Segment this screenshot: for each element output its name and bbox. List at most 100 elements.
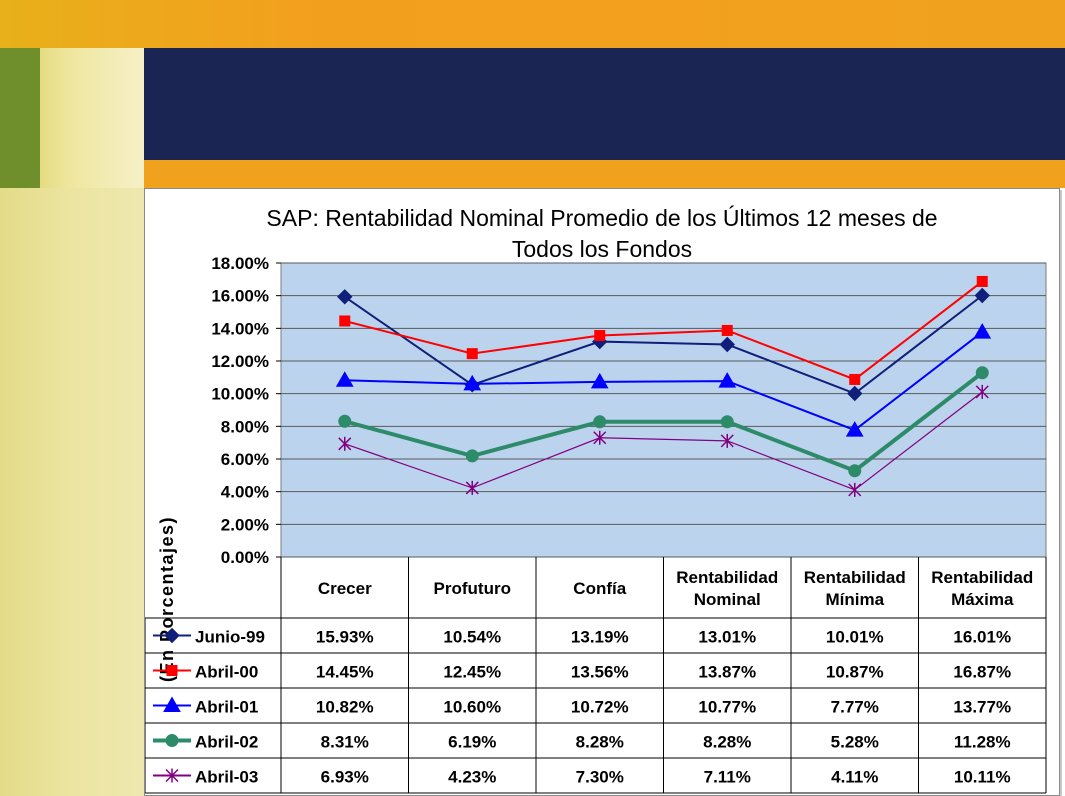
data-label: 11.28% — [954, 733, 1011, 752]
data-label: 12.45% — [443, 663, 501, 682]
y-tick-label: 2.00% — [221, 515, 269, 534]
data-label: 10.87% — [826, 663, 884, 682]
chart-title-line-2: Todos los Fondos — [512, 236, 692, 262]
data-label: 6.93% — [321, 768, 369, 787]
data-point-marker — [338, 414, 352, 428]
series-abril-00 — [339, 275, 988, 385]
data-point-marker — [721, 324, 733, 336]
data-point-marker — [166, 665, 178, 676]
chart-svg: SAP: Rentabilidad Nominal Promedio de lo… — [145, 205, 1047, 794]
data-label: 14.45% — [316, 663, 374, 682]
legend-key — [153, 768, 191, 783]
data-point-marker — [848, 464, 862, 478]
series-abril-03 — [338, 384, 989, 497]
data-point-marker — [338, 436, 352, 451]
data-point-marker — [164, 627, 180, 644]
data-label: 7.11% — [704, 768, 751, 787]
data-label: 10.54% — [443, 628, 501, 647]
x-category-label: Rentabilidad Máxima — [931, 568, 1033, 609]
data-table: Crecer Profuturo Confía Rentabilidad Nominal… — [145, 557, 1047, 794]
data-label: 7.77% — [831, 698, 879, 717]
data-point-marker — [465, 449, 479, 463]
x-category-label: Crecer — [318, 579, 372, 598]
y-tick-label: 16.00% — [211, 287, 269, 306]
y-axis-title: (En Porcentajes) — [157, 516, 177, 682]
data-label: 13.77% — [953, 698, 1011, 717]
x-category-label: Rentabilidad Mínima — [804, 568, 906, 609]
y-tick-label: 14.00% — [211, 319, 269, 338]
data-point-marker — [465, 480, 479, 495]
data-point-marker — [339, 315, 351, 327]
y-tick-label: 12.00% — [211, 352, 269, 371]
y-tick-label: 6.00% — [221, 450, 269, 469]
data-point-marker — [973, 323, 992, 339]
data-point-marker — [590, 372, 609, 389]
data-point-marker — [163, 696, 181, 712]
plot-area — [280, 262, 1047, 558]
legend-label: Abril-02 — [195, 733, 258, 752]
data-label: 15.93% — [316, 628, 374, 647]
y-tick-label: 4.00% — [221, 483, 269, 502]
data-point-marker — [975, 384, 989, 399]
data-point-marker — [594, 330, 606, 342]
data-label: 5.28% — [831, 733, 879, 752]
slide-top-stripe — [0, 0, 1065, 50]
data-point-marker — [165, 734, 179, 747]
data-label: 10.01% — [826, 628, 884, 647]
y-tick-label: 0.00% — [221, 548, 269, 567]
data-label: 6.19% — [448, 733, 496, 752]
y-tick-label: 18.00% — [211, 254, 269, 273]
data-label: 13.56% — [571, 663, 629, 682]
data-label: 4.11% — [831, 768, 878, 787]
data-label: 13.19% — [571, 628, 629, 647]
data-point-marker — [337, 289, 353, 305]
data-point-marker — [847, 385, 863, 402]
slide-orange-band — [110, 160, 1065, 188]
data-point-marker — [593, 415, 607, 429]
y-axis-ticks: 0.00% 2.00% 4.00% 6.00% 8.00% 10.00% 12.00% 14.… — [211, 254, 281, 567]
series-abril-02 — [338, 366, 989, 478]
data-point-marker — [466, 348, 478, 360]
data-label: 16.87% — [953, 663, 1011, 682]
slide-left-green — [0, 48, 40, 188]
data-point-marker — [845, 421, 864, 437]
series-abril-01 — [335, 323, 992, 437]
data-point-marker — [165, 768, 179, 783]
x-category-label: Profuturo — [434, 579, 511, 598]
slide-left-panel-lower — [0, 188, 144, 796]
x-category-label: Confía — [573, 579, 626, 598]
data-point-marker — [848, 482, 862, 497]
data-point-marker — [718, 372, 737, 388]
x-category-label: Rentabilidad Nominal — [676, 568, 778, 609]
data-label: 10.77% — [698, 698, 756, 717]
legend-key — [153, 665, 191, 676]
series-line — [344, 391, 983, 491]
slide-top-bar — [110, 48, 1065, 160]
y-tick-label: 8.00% — [221, 417, 269, 436]
data-label: 7.30% — [576, 768, 624, 787]
data-label: 8.31% — [321, 733, 369, 752]
data-label: 8.28% — [703, 733, 751, 752]
series-line — [344, 280, 983, 381]
data-point-marker — [849, 373, 861, 385]
data-point-marker — [593, 430, 607, 445]
data-point-marker — [335, 371, 354, 387]
legend-label: Abril-00 — [195, 663, 258, 682]
legend-label: Junio-99 — [195, 628, 265, 647]
series-line — [344, 331, 983, 432]
data-label: 10.82% — [316, 698, 374, 717]
legend-label: Abril-03 — [195, 768, 258, 787]
data-point-marker — [463, 374, 482, 391]
legend-key — [153, 696, 191, 712]
data-point-marker — [720, 433, 734, 448]
series-lines — [335, 275, 992, 497]
data-label: 13.01% — [698, 628, 756, 647]
data-point-marker — [719, 336, 735, 353]
legend-key — [153, 734, 191, 747]
chart-frame: SAP: Rentabilidad Nominal Promedio de lo… — [144, 188, 1060, 796]
data-label: 10.60% — [443, 698, 501, 717]
data-label: 8.28% — [576, 733, 624, 752]
data-point-marker — [976, 275, 988, 287]
data-label: 4.23% — [448, 768, 496, 787]
series-line — [344, 371, 984, 474]
